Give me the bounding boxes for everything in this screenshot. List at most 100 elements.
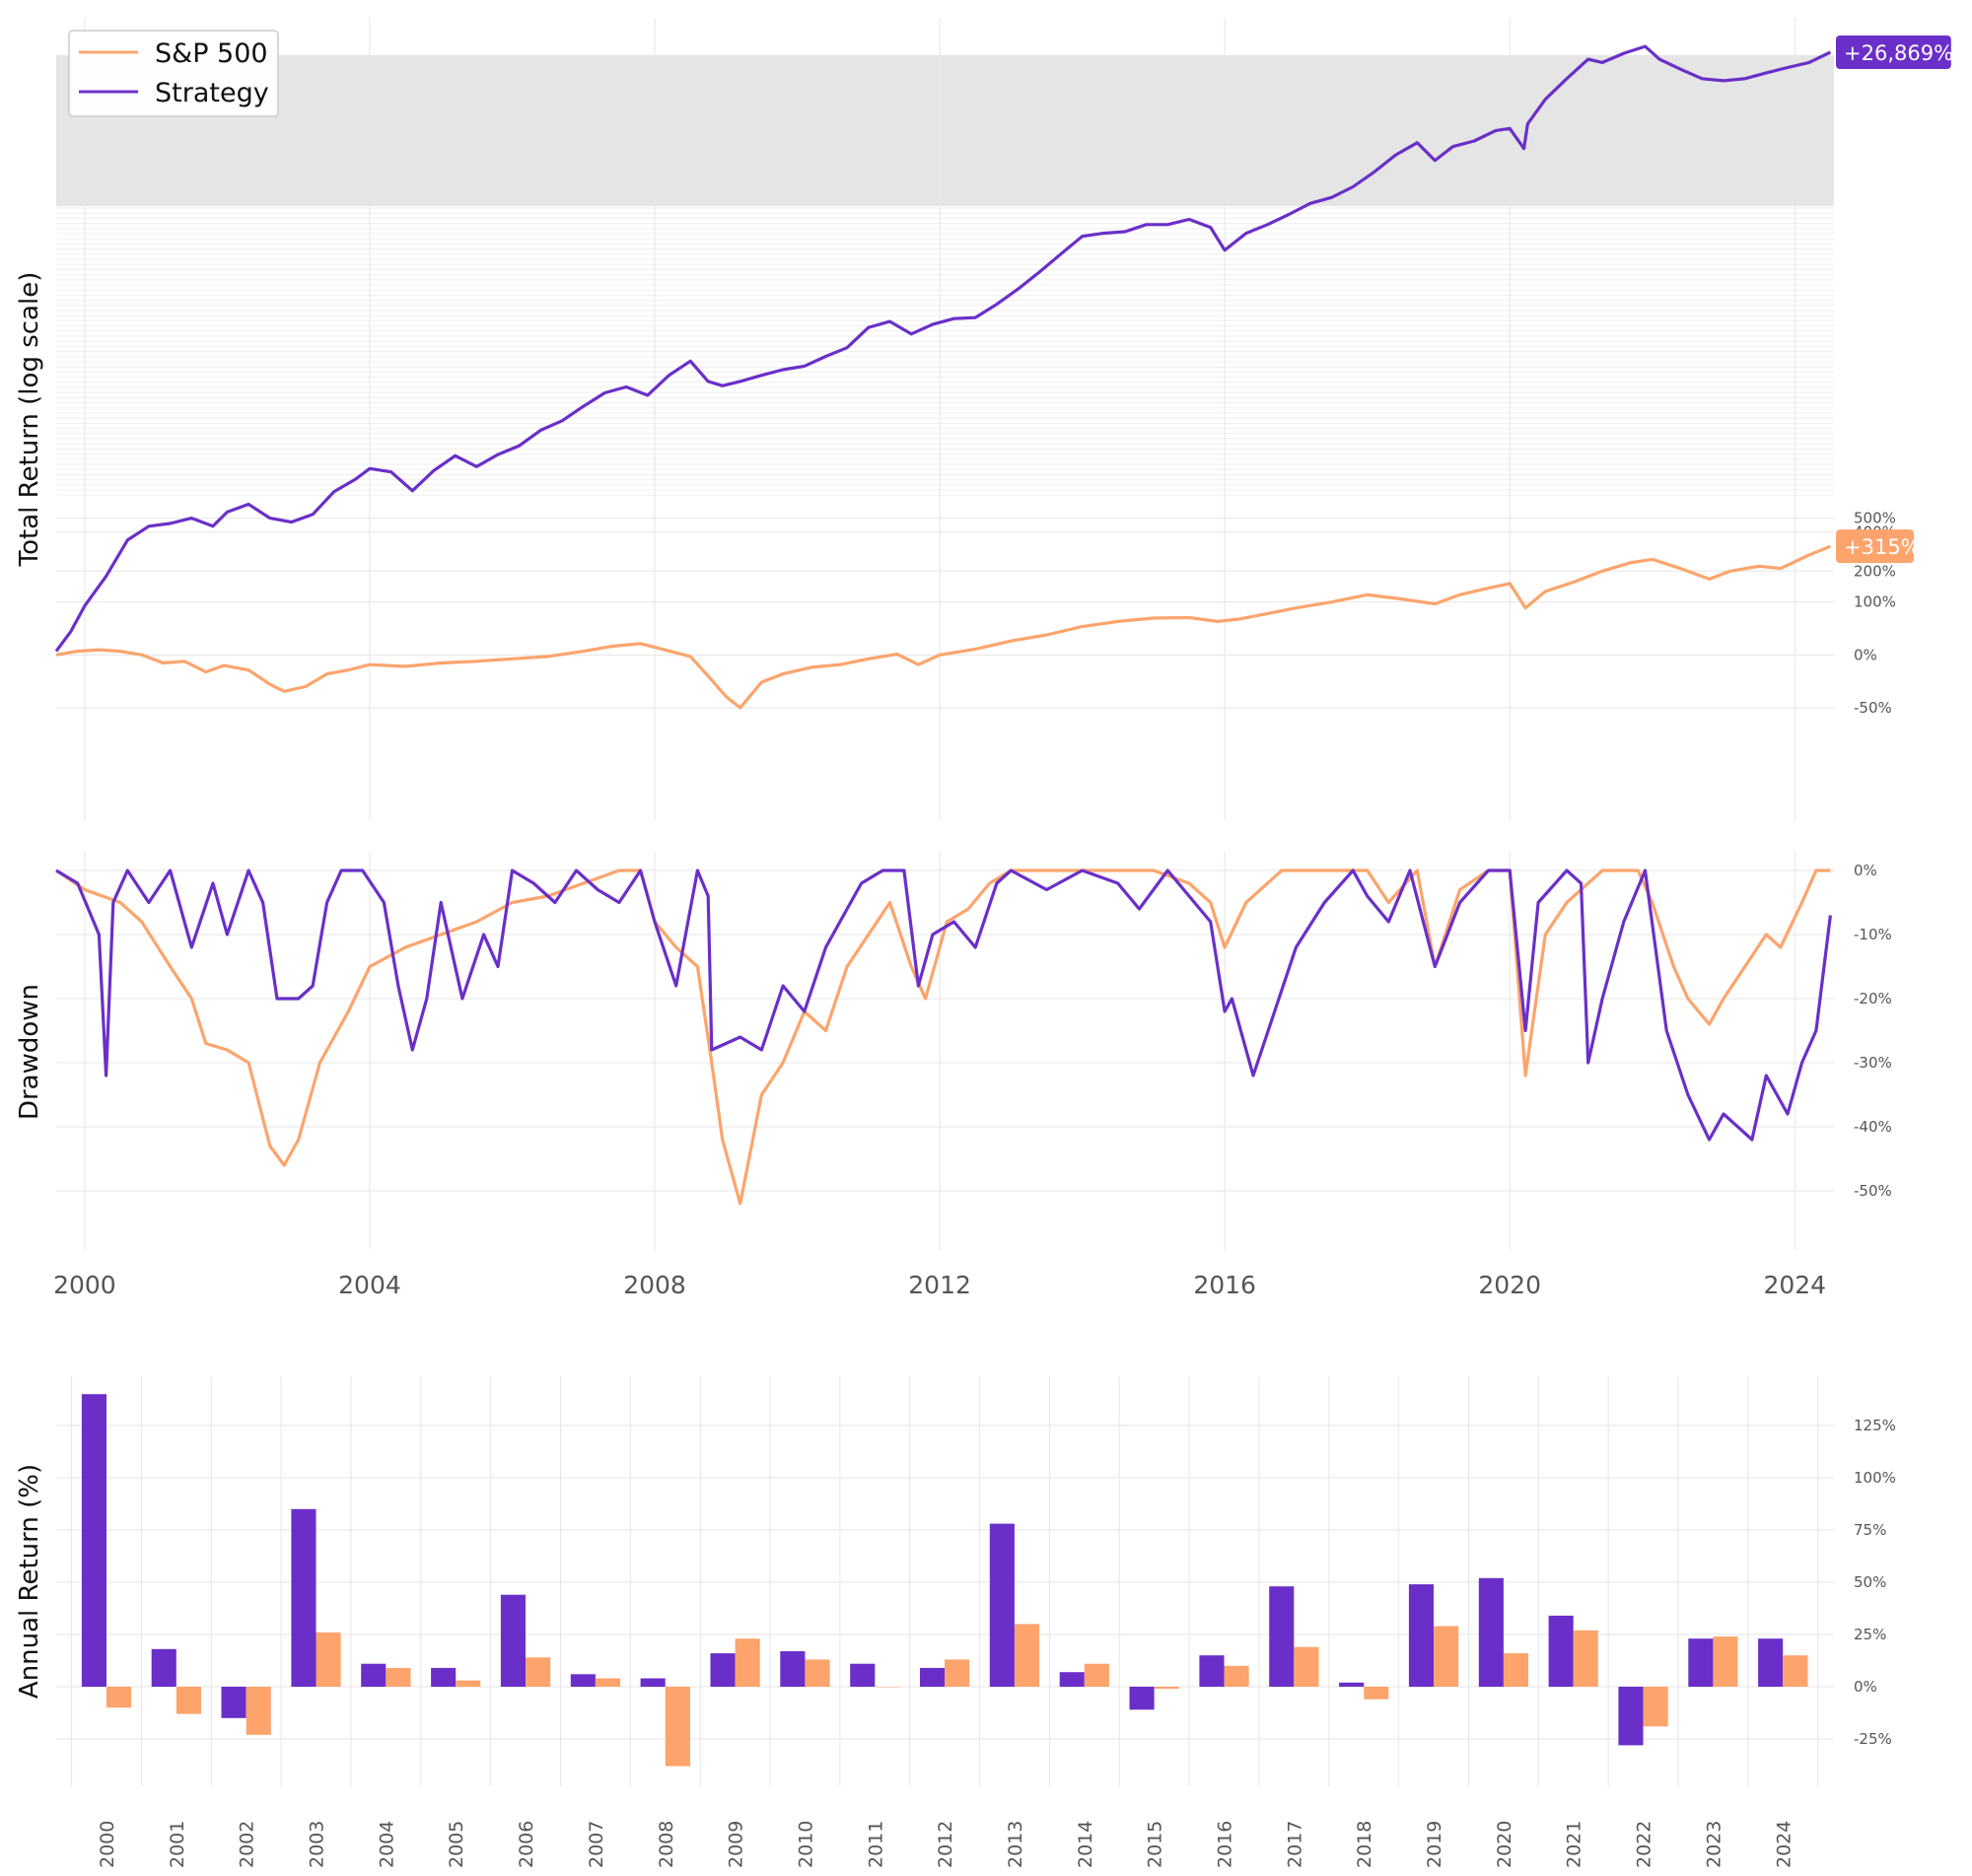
bar-s-p-500-2017 (1294, 1646, 1319, 1687)
bar-strategy-2019 (1408, 1584, 1434, 1687)
bar-s-p-500-2011 (875, 1687, 900, 1688)
drawdown-line-strategy (55, 869, 1832, 1142)
bar-x-tick-label: 2004 (376, 1821, 397, 1868)
bar-s-p-500-2012 (945, 1659, 970, 1687)
y-tick-label: 50% (1854, 1573, 1886, 1591)
bar-s-p-500-2010 (805, 1659, 830, 1687)
total-return-axis-label: Total Return (log scale) (15, 272, 44, 568)
end-label-box-s-p-500 (1836, 529, 1914, 564)
x-tick-label: 2016 (1193, 1271, 1256, 1299)
bar-x-tick-label: 2009 (726, 1821, 747, 1868)
bar-strategy-2005 (431, 1667, 457, 1687)
bar-strategy-2012 (920, 1667, 946, 1687)
bar-strategy-2021 (1548, 1615, 1574, 1687)
y-tick-label: -40% (1854, 1118, 1892, 1136)
bar-x-tick-label: 2016 (1215, 1821, 1236, 1868)
bar-strategy-2018 (1339, 1682, 1365, 1687)
bar-x-tick-label: 2003 (307, 1821, 328, 1868)
bar-x-tick-label: 2000 (97, 1821, 118, 1868)
bar-strategy-2009 (710, 1653, 736, 1687)
bar-strategy-2011 (850, 1663, 876, 1687)
bar-x-tick-label: 2015 (1145, 1821, 1166, 1868)
x-tick-label: 2024 (1763, 1271, 1826, 1299)
bar-s-p-500-2004 (386, 1667, 411, 1687)
bar-x-tick-label: 2014 (1075, 1821, 1096, 1868)
bar-s-p-500-2019 (1434, 1626, 1459, 1687)
bar-s-p-500-2021 (1573, 1630, 1598, 1687)
bar-s-p-500-2014 (1084, 1663, 1109, 1687)
y-tick-label: 100% (1854, 1469, 1896, 1487)
bar-s-p-500-2002 (246, 1687, 271, 1735)
bar-x-tick-label: 2019 (1424, 1821, 1445, 1868)
bar-s-p-500-2007 (595, 1678, 620, 1687)
bar-x-tick-label: 2011 (865, 1821, 886, 1868)
y-tick-label: -10% (1854, 926, 1892, 943)
bar-strategy-2007 (570, 1674, 596, 1687)
bar-x-tick-label: 2005 (446, 1821, 467, 1868)
bar-x-tick-label: 2002 (237, 1821, 258, 1868)
bar-s-p-500-2005 (456, 1680, 481, 1687)
bar-x-tick-label: 2021 (1564, 1821, 1585, 1868)
bar-s-p-500-2022 (1643, 1687, 1668, 1727)
drawdown-axis-label: Drawdown (15, 984, 44, 1120)
bar-s-p-500-2020 (1503, 1653, 1528, 1687)
annual-return-plot-area (56, 1376, 1834, 1786)
legend-label-sp500: S&P 500 (155, 38, 268, 69)
bar-s-p-500-2016 (1224, 1665, 1249, 1687)
y-tick-label: 0% (1854, 862, 1877, 879)
drawdown-panel: 0% -10% -20% -30% -40% -50% 2000 2004 2008 2012 2… (15, 852, 1892, 1299)
y-tick-label: 0% (1854, 1678, 1877, 1696)
bar-s-p-500-2015 (1154, 1687, 1179, 1690)
y-tick-label: 125% (1854, 1417, 1896, 1434)
bar-strategy-2002 (221, 1687, 246, 1718)
bar-x-tick-label: 2024 (1773, 1821, 1795, 1868)
y-tick-label: -20% (1854, 990, 1892, 1007)
y-tick-label: 75% (1854, 1521, 1886, 1539)
bar-strategy-2008 (640, 1678, 666, 1687)
bar-x-tick-label: 2017 (1284, 1821, 1305, 1868)
y-tick-label: 0% (1854, 646, 1877, 663)
shaded-band (56, 55, 1834, 206)
legend: S&P 500 Strategy (68, 30, 279, 117)
bar-x-tick-label: 2010 (796, 1821, 817, 1868)
bar-x-tick-label: 2006 (516, 1821, 537, 1868)
end-label-strategy: +26,869% (1844, 41, 1953, 65)
bar-strategy-2024 (1758, 1638, 1784, 1687)
bar-strategy-2010 (780, 1651, 806, 1687)
bar-strategy-2003 (291, 1508, 317, 1687)
bar-s-p-500-2000 (106, 1687, 132, 1708)
bar-strategy-2020 (1478, 1577, 1504, 1687)
bar-x-tick-label: 2020 (1494, 1821, 1515, 1868)
bar-s-p-500-2024 (1783, 1655, 1808, 1687)
bar-x-tick-label: 2001 (167, 1821, 188, 1868)
y-tick-label: 25% (1854, 1626, 1886, 1643)
y-tick-label: 200% (1854, 562, 1896, 580)
bar-s-p-500-2013 (1015, 1624, 1040, 1687)
bar-s-p-500-2003 (316, 1632, 341, 1687)
bar-x-tick-label: 2018 (1354, 1821, 1375, 1868)
bar-strategy-2015 (1129, 1687, 1155, 1710)
bar-s-p-500-2018 (1364, 1687, 1389, 1700)
bar-s-p-500-2023 (1713, 1636, 1738, 1687)
x-tick-label: 2012 (908, 1271, 971, 1299)
bar-strategy-2014 (1059, 1672, 1085, 1687)
bar-x-tick-label: 2023 (1703, 1821, 1725, 1868)
end-label-box-strategy (1836, 35, 1951, 69)
bar-x-tick-label: 2008 (656, 1821, 677, 1868)
end-label-s-p-500: +315% (1844, 535, 1921, 559)
series-line-s-p-500 (55, 544, 1832, 710)
bar-strategy-2022 (1618, 1687, 1644, 1746)
drawdown-plot-area (56, 852, 1834, 1250)
y-tick-label: 100% (1854, 593, 1896, 611)
y-tick-label: -25% (1854, 1730, 1892, 1748)
x-tick-label: 2000 (53, 1271, 116, 1299)
bar-x-tick-label: 2012 (935, 1821, 956, 1868)
x-tick-label: 2020 (1478, 1271, 1541, 1299)
annual-return-axis-label: Annual Return (%) (15, 1464, 44, 1699)
annual-return-panel: 125% 100% 75% 50% 25% 0% -25% 2000 2001 2002 2003… (15, 1376, 1896, 1868)
bar-strategy-2017 (1269, 1586, 1295, 1687)
bar-x-tick-label: 2013 (1005, 1821, 1026, 1868)
y-tick-label: -50% (1854, 699, 1892, 717)
bar-strategy-2006 (500, 1594, 526, 1687)
